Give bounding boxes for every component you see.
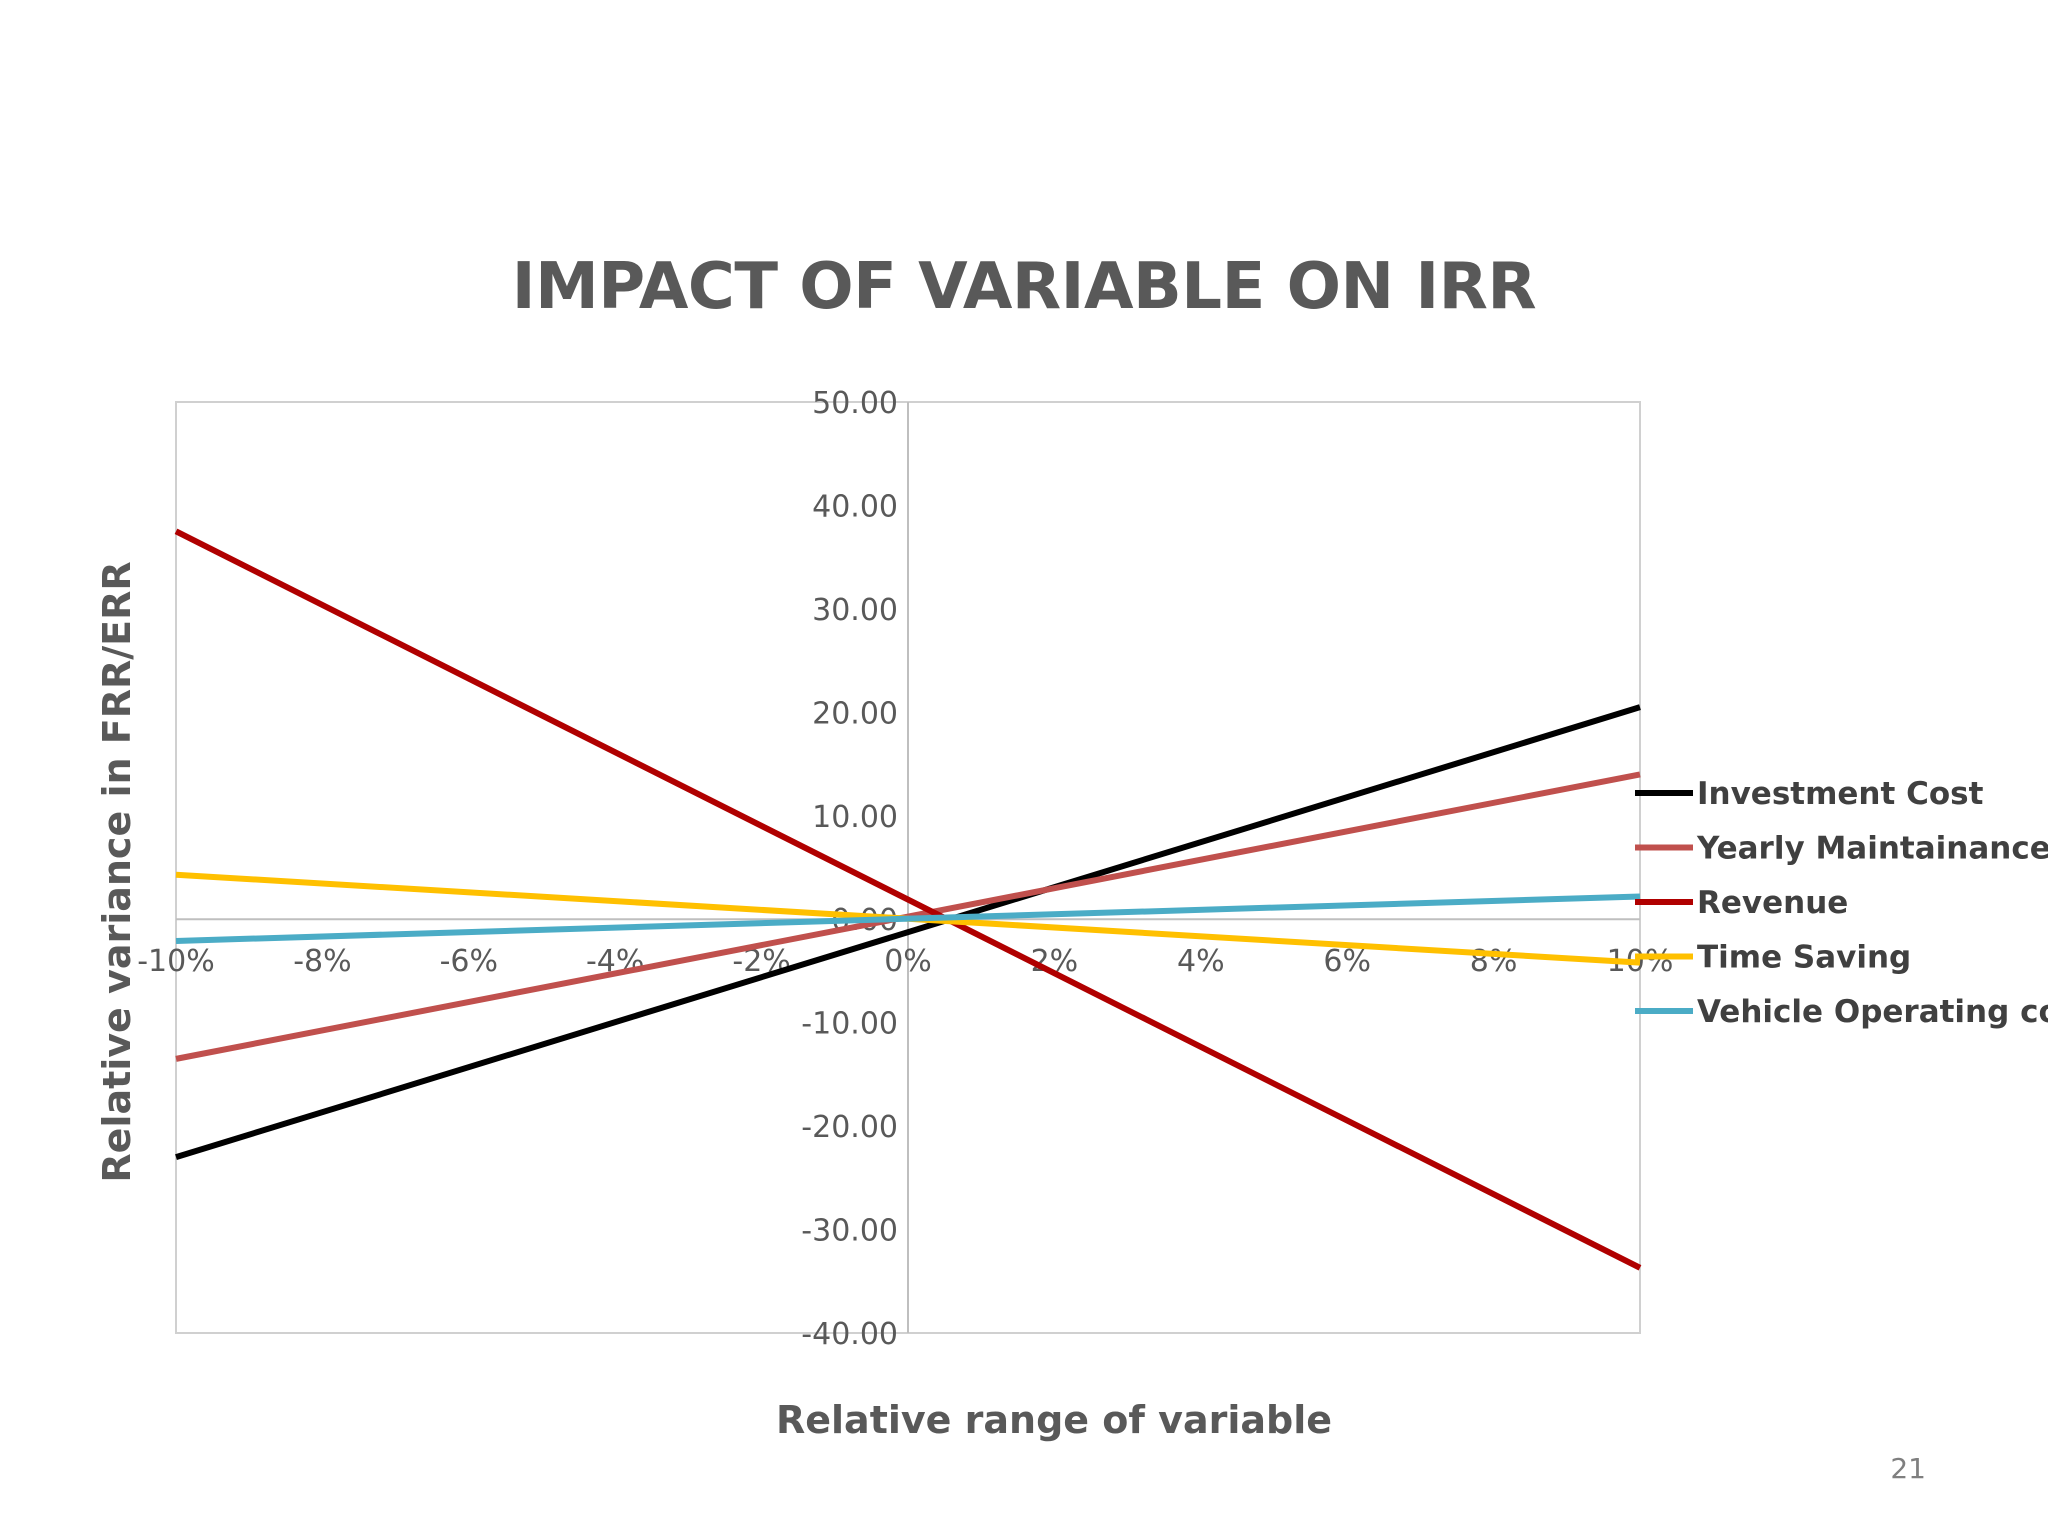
legend-label-vehicle-operating-cost: Vehicle Operating cost bbox=[1697, 994, 2048, 1030]
y-axis-label: Relative variance in FRR/ERR bbox=[95, 561, 139, 1182]
y-tick-label: -10.00 bbox=[801, 1007, 898, 1042]
x-tick-label: 6% bbox=[1323, 944, 1371, 979]
legend-label-time-saving: Time Saving bbox=[1697, 940, 1911, 976]
x-tick-label: -8% bbox=[293, 944, 351, 979]
x-tick-label: -6% bbox=[440, 944, 498, 979]
y-tick-label: 20.00 bbox=[812, 696, 898, 731]
series-line-vehicle-operating-cost bbox=[175, 893, 1641, 944]
y-tick-label: -20.00 bbox=[801, 1110, 898, 1145]
x-tick-label: 8% bbox=[1470, 944, 1518, 979]
legend-label-revenue: Revenue bbox=[1697, 885, 1848, 921]
chart-title: IMPACT OF VARIABLE ON IRR bbox=[511, 250, 1537, 324]
y-tick-label: -30.00 bbox=[801, 1214, 898, 1249]
y-tick-label: 50.00 bbox=[812, 386, 898, 421]
x-axis-label: Relative range of variable bbox=[776, 1398, 1332, 1442]
y-tick-label: 30.00 bbox=[812, 593, 898, 628]
page-number: 21 bbox=[1890, 1452, 1926, 1485]
x-tick-label: 0% bbox=[884, 944, 932, 979]
series-line-revenue bbox=[174, 528, 1642, 1271]
y-tick-label: 10.00 bbox=[812, 800, 898, 835]
y-tick-label: 40.00 bbox=[812, 489, 898, 524]
x-tick-label: 4% bbox=[1177, 944, 1225, 979]
legend-label-yearly-maintainance: Yearly Maintainance bbox=[1696, 831, 2048, 867]
series-line-investment-cost bbox=[175, 704, 1641, 1161]
x-tick-label: -10% bbox=[137, 944, 215, 979]
y-tick-label: -40.00 bbox=[801, 1317, 898, 1352]
legend-label-investment-cost: Investment Cost bbox=[1697, 776, 1984, 812]
